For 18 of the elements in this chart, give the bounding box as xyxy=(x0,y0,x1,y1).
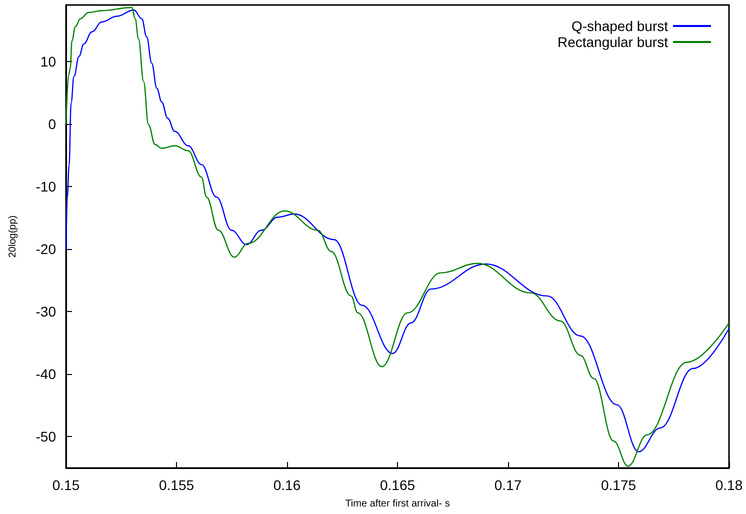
legend-label: Q-shaped burst xyxy=(572,18,668,34)
y-tick-label: -40 xyxy=(36,366,56,382)
x-tick-label: 0.15 xyxy=(52,477,80,493)
x-tick-label: 0.155 xyxy=(158,477,194,493)
y-axis-title: 20log(pp) xyxy=(8,215,18,258)
legend-label: Rectangular burst xyxy=(557,34,668,50)
y-tick-label: -10 xyxy=(36,178,56,194)
y-tick-label: 0 xyxy=(48,116,56,132)
y-tick-label: -20 xyxy=(36,241,56,258)
x-axis-title: Time after first arrival- s xyxy=(345,498,450,510)
x-tick-label: 0.16 xyxy=(273,477,301,493)
y-tick-label: -50 xyxy=(36,428,56,445)
y-tick-label: 10 xyxy=(40,53,56,70)
x-tick-label: 0.17 xyxy=(494,477,522,493)
x-tick-label: 0.175 xyxy=(600,477,636,493)
x-tick-label: 0.165 xyxy=(380,477,416,493)
y-tick-label: -30 xyxy=(36,304,56,320)
x-tick-label: 0.18 xyxy=(715,477,743,493)
